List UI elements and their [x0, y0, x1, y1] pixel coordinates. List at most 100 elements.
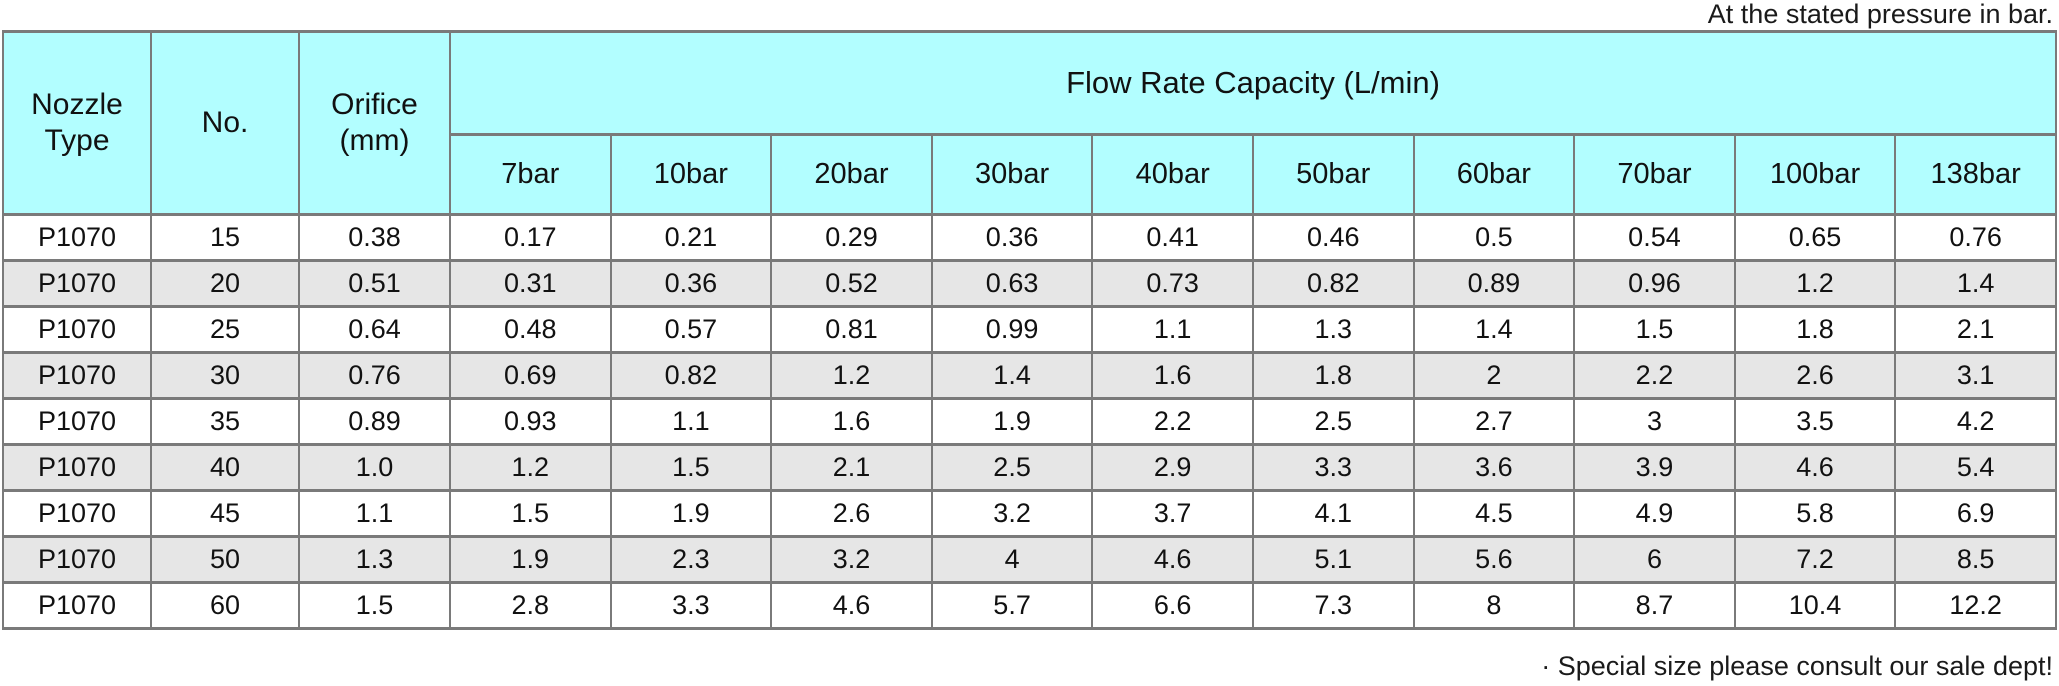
- table-row: P1070 40 1.0 1.2 1.5 2.1 2.5 2.9 3.3 3.6 3.9 4.6 5.4: [2, 443, 2057, 492]
- pressure-column-header: 7bar: [449, 133, 612, 216]
- flow-rate-table: Nozzle Type No. Orifice (mm) Flow Rate C…: [2, 30, 2057, 630]
- flow-value-cell: 0.96: [1573, 259, 1736, 308]
- flow-value-cell: 1.1: [609, 397, 773, 446]
- flow-value-cell: 1.1: [1091, 305, 1254, 354]
- flow-table-body: P1070 15 0.38 0.17 0.21 0.29 0.36 0.41 0.46 0.5 0.…: [2, 213, 2057, 630]
- flow-value-cell: 4.5: [1412, 489, 1576, 538]
- nozzle-type-cell: P1070: [2, 397, 152, 446]
- flow-value-cell: 7.3: [1251, 581, 1415, 630]
- pressure-column-header: 50bar: [1251, 133, 1415, 216]
- no-cell: 25: [150, 305, 300, 354]
- flow-value-cell: 3.1: [1894, 351, 2057, 400]
- pressure-column-header: 40bar: [1091, 133, 1254, 216]
- flow-value-cell: 0.46: [1251, 213, 1415, 262]
- flow-value-cell: 0.73: [1091, 259, 1254, 308]
- flow-value-cell: 0.69: [449, 351, 612, 400]
- pressure-column-header: 20bar: [770, 133, 933, 216]
- nozzle-type-cell: P1070: [2, 213, 152, 262]
- flow-value-cell: 1.9: [609, 489, 773, 538]
- flow-value-cell: 0.21: [609, 213, 773, 262]
- orifice-cell: 0.51: [298, 259, 451, 308]
- flow-value-cell: 12.2: [1894, 581, 2057, 630]
- orifice-column-header: Orifice (mm): [298, 30, 451, 216]
- nozzle-type-cell: P1070: [2, 489, 152, 538]
- nozzle-type-cell: P1070: [2, 581, 152, 630]
- flow-value-cell: 6: [1573, 535, 1736, 584]
- flow-value-cell: 0.65: [1733, 213, 1897, 262]
- flow-value-cell: 4.6: [1733, 443, 1897, 492]
- no-cell: 50: [150, 535, 300, 584]
- flow-value-cell: 5.8: [1733, 489, 1897, 538]
- flow-value-cell: 3.9: [1573, 443, 1736, 492]
- flow-value-cell: 0.52: [770, 259, 933, 308]
- pressure-column-header: 30bar: [930, 133, 1094, 216]
- flow-value-cell: 1.5: [1573, 305, 1736, 354]
- flow-value-cell: 0.99: [930, 305, 1094, 354]
- flow-value-cell: 4.6: [1091, 535, 1254, 584]
- group-header-row: Nozzle Type No. Orifice (mm) Flow Rate C…: [2, 30, 2057, 216]
- pressure-column-header: 70bar: [1573, 133, 1736, 216]
- flow-value-cell: 0.82: [1251, 259, 1415, 308]
- flow-value-cell: 0.29: [770, 213, 933, 262]
- table-row: P1070 30 0.76 0.69 0.82 1.2 1.4 1.6 1.8 2 2.2 2.6 3.…: [2, 351, 2057, 400]
- flow-value-cell: 8: [1412, 581, 1576, 630]
- flow-value-cell: 10.4: [1733, 581, 1897, 630]
- flow-value-cell: 0.81: [770, 305, 933, 354]
- flow-value-cell: 1.5: [609, 443, 773, 492]
- flow-value-cell: 2.5: [930, 443, 1094, 492]
- flow-value-cell: 4.9: [1573, 489, 1736, 538]
- flow-value-cell: 2.6: [1733, 351, 1897, 400]
- orifice-cell: 1.5: [298, 581, 451, 630]
- table-row: P1070 25 0.64 0.48 0.57 0.81 0.99 1.1 1.3 1.4 1.5 1…: [2, 305, 2057, 354]
- flow-value-cell: 0.82: [609, 351, 773, 400]
- nozzle-type-column-header: Nozzle Type: [2, 30, 152, 216]
- no-cell: 35: [150, 397, 300, 446]
- orifice-cell: 1.3: [298, 535, 451, 584]
- pressure-column-header: 60bar: [1412, 133, 1576, 216]
- flow-value-cell: 3.3: [609, 581, 773, 630]
- flow-value-cell: 0.17: [449, 213, 612, 262]
- nozzle-type-cell: P1070: [2, 305, 152, 354]
- flow-value-cell: 0.5: [1412, 213, 1576, 262]
- orifice-cell: 0.76: [298, 351, 451, 400]
- flow-value-cell: 2.3: [609, 535, 773, 584]
- flow-value-cell: 3.2: [930, 489, 1094, 538]
- flow-value-cell: 4: [930, 535, 1094, 584]
- flow-value-cell: 1.4: [1412, 305, 1576, 354]
- flow-value-cell: 2.1: [1894, 305, 2057, 354]
- flow-value-cell: 8.7: [1573, 581, 1736, 630]
- flow-value-cell: 0.31: [449, 259, 612, 308]
- flow-value-cell: 1.9: [930, 397, 1094, 446]
- flow-value-cell: 3.3: [1251, 443, 1415, 492]
- no-cell: 20: [150, 259, 300, 308]
- orifice-cell: 0.38: [298, 213, 451, 262]
- flow-value-cell: 1.6: [770, 397, 933, 446]
- no-cell: 40: [150, 443, 300, 492]
- flow-value-cell: 6.6: [1091, 581, 1254, 630]
- flow-value-cell: 1.8: [1251, 351, 1415, 400]
- flow-value-cell: 3: [1573, 397, 1736, 446]
- flow-value-cell: 3.5: [1733, 397, 1897, 446]
- flow-value-cell: 0.36: [609, 259, 773, 308]
- flow-value-cell: 2.2: [1573, 351, 1736, 400]
- flow-value-cell: 0.89: [1412, 259, 1576, 308]
- flow-value-cell: 0.36: [930, 213, 1094, 262]
- flow-value-cell: 1.2: [770, 351, 933, 400]
- pressure-column-header: 10bar: [609, 133, 773, 216]
- no-cell: 45: [150, 489, 300, 538]
- flow-value-cell: 0.48: [449, 305, 612, 354]
- table-row: P1070 45 1.1 1.5 1.9 2.6 3.2 3.7 4.1 4.5 4.9 5.8 6.9: [2, 489, 2057, 538]
- flow-value-cell: 0.76: [1894, 213, 2057, 262]
- flow-value-cell: 1.5: [449, 489, 612, 538]
- nozzle-type-cell: P1070: [2, 535, 152, 584]
- flow-value-cell: 2: [1412, 351, 1576, 400]
- flow-value-cell: 2.7: [1412, 397, 1576, 446]
- flow-value-cell: 1.3: [1251, 305, 1415, 354]
- flow-value-cell: 5.6: [1412, 535, 1576, 584]
- flow-value-cell: 1.4: [930, 351, 1094, 400]
- flow-value-cell: 1.8: [1733, 305, 1897, 354]
- flow-value-cell: 0.57: [609, 305, 773, 354]
- flow-value-cell: 1.2: [1733, 259, 1897, 308]
- table-row: P1070 60 1.5 2.8 3.3 4.6 5.7 6.6 7.3 8 8.7 10.4 12.2: [2, 581, 2057, 630]
